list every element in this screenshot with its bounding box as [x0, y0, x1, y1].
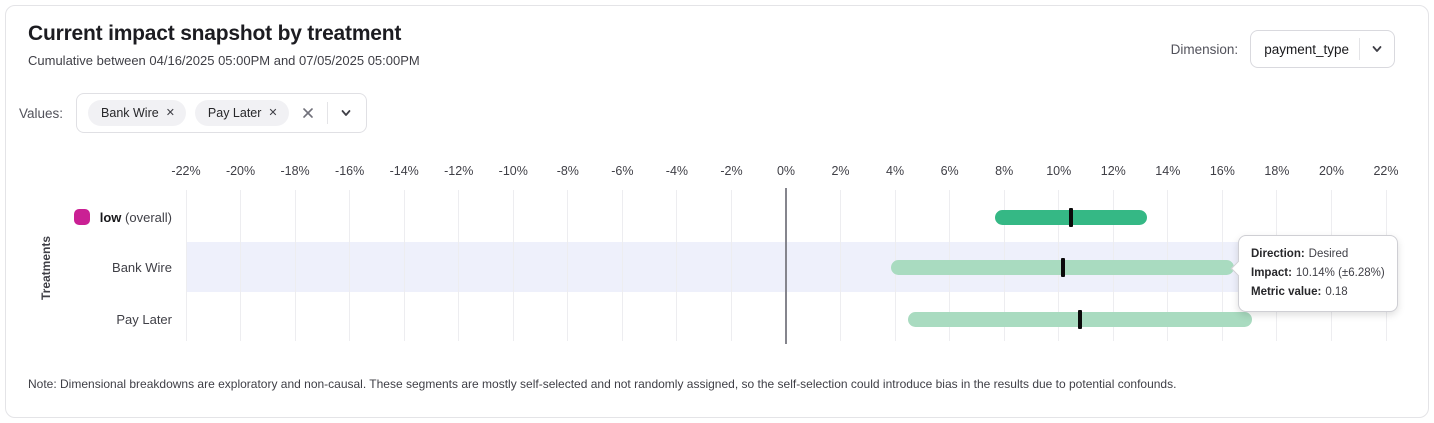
dimension-label: Dimension: [1170, 41, 1239, 57]
gridline [294, 190, 296, 341]
gridline [621, 190, 623, 341]
zero-axis-line [785, 188, 787, 344]
row-label: low (overall) [6, 206, 172, 228]
x-tick-label: 2% [831, 164, 850, 178]
impact-chart: Treatments -22% -20% -18% -16% -14% -12% -10% -… [6, 6, 1428, 417]
gridline [458, 190, 460, 341]
tooltip-value: 10.14% (±6.28%) [1295, 267, 1385, 279]
x-tick-label: 18% [1264, 164, 1290, 178]
x-tick-label: 16% [1209, 164, 1235, 178]
x-tick-label: -18% [280, 164, 310, 178]
tooltip-line: Direction: Desired [1251, 245, 1385, 264]
x-tick-label: -8% [556, 164, 579, 178]
divider [1359, 38, 1360, 60]
x-tick-label: -4% [665, 164, 689, 178]
x-tick-label: 8% [995, 164, 1014, 178]
row-label: Bank Wire [112, 259, 172, 275]
tooltip-line: Impact: 10.14% (±6.28%) [1251, 264, 1385, 283]
gridline [567, 190, 569, 341]
values-multiselect[interactable]: Bank Wire ✕ Pay Later ✕ [76, 93, 367, 133]
tooltip-line: Metric value: 0.18 [1251, 283, 1385, 302]
legend-swatch [73, 209, 90, 225]
x-tick-label: 0% [776, 164, 796, 178]
impact-snapshot-card: Current impact snapshot by treatment Cum… [5, 5, 1429, 418]
x-tick-label: -22% [171, 164, 201, 178]
gridline [240, 190, 242, 341]
value-chip-bank-wire[interactable]: Bank Wire ✕ [88, 100, 186, 126]
clear-all-icon[interactable] [298, 105, 318, 121]
x-tick-label: -10% [498, 164, 528, 178]
dimension-selected-value: payment_type [1264, 41, 1349, 57]
values-label: Values: [19, 105, 64, 121]
x-tick-label: 4% [886, 164, 905, 178]
gridline [403, 190, 405, 341]
gridline [840, 190, 842, 341]
chip-remove-icon[interactable]: ✕ [165, 106, 175, 119]
chip-remove-icon[interactable]: ✕ [268, 106, 278, 119]
x-tick-label: 6% [940, 164, 959, 178]
header: Current impact snapshot by treatment Cum… [28, 22, 420, 68]
x-tick-label: 12% [1100, 164, 1126, 178]
x-tick-label: 14% [1155, 164, 1181, 178]
dimension-select[interactable]: payment_type [1250, 30, 1395, 68]
chevron-down-icon [1370, 42, 1384, 56]
chip-label: Pay Later [207, 106, 262, 120]
gridline [730, 190, 732, 341]
chip-label: Bank Wire [101, 106, 159, 120]
x-tick-label: 22% [1373, 164, 1399, 178]
x-tick-label: -12% [444, 164, 474, 178]
x-tick-label: -20% [225, 164, 256, 178]
tooltip: Direction: Desired Impact: 10.14% (±6.28%)… [1230, 235, 1398, 312]
gridline [676, 190, 678, 341]
x-tick-label: 20% [1318, 164, 1344, 178]
gridline [349, 190, 351, 341]
x-tick-label: -2% [720, 164, 743, 178]
values-filter: Values: Bank Wire ✕ Pay Later ✕ [19, 93, 367, 133]
date-range-subtitle: Cumulative between 04/16/2025 05:00PM an… [28, 53, 420, 68]
tooltip-label: Direction: [1251, 248, 1305, 260]
dimension-control: Dimension: payment_type [1171, 30, 1395, 68]
value-chip-pay-later[interactable]: Pay Later ✕ [194, 100, 289, 126]
x-tick-label: -14% [389, 164, 419, 178]
x-tick-label: -6% [611, 164, 634, 178]
impact-marker [1069, 207, 1073, 227]
gridline [512, 190, 514, 341]
disclaimer-note: Note: Dimensional breakdowns are explora… [28, 377, 1177, 391]
impact-marker [1060, 257, 1065, 277]
divider [326, 102, 328, 124]
tooltip-label: Metric value: [1251, 286, 1322, 298]
chevron-down-icon[interactable] [337, 106, 355, 120]
row-label: Pay Later [116, 311, 172, 327]
page-title: Current impact snapshot by treatment [28, 22, 402, 45]
gridline [185, 190, 187, 341]
x-tick-label: -16% [335, 164, 365, 178]
tooltip-value: Desired [1308, 248, 1349, 260]
tooltip-label: Impact: [1251, 267, 1292, 279]
tooltip-value: 0.18 [1325, 286, 1348, 298]
impact-marker [1078, 309, 1082, 329]
x-tick-label: 10% [1046, 164, 1072, 178]
